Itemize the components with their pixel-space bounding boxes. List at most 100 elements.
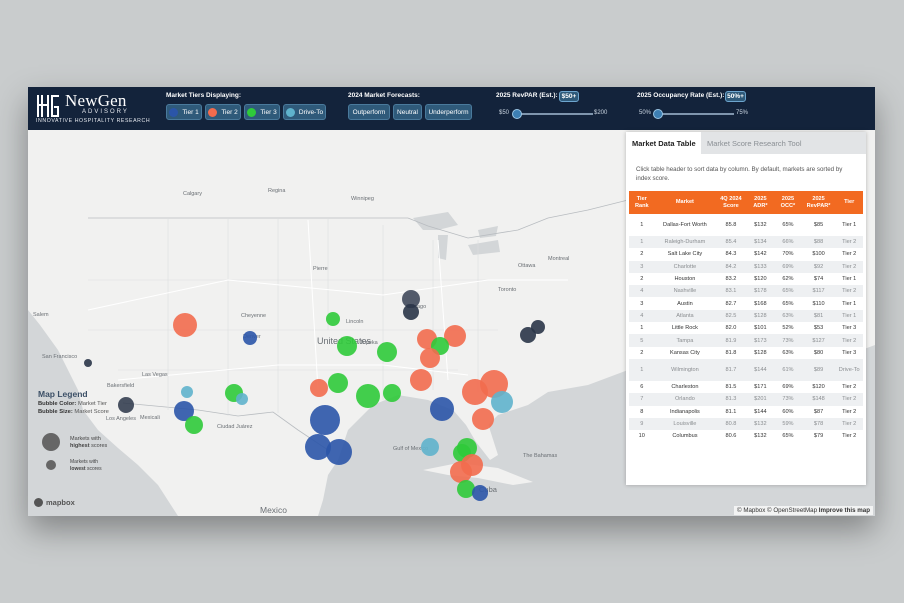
- col-tier[interactable]: Tier: [835, 191, 863, 214]
- bubble-santa-fe[interactable]: [236, 393, 248, 405]
- revpar-slider-track[interactable]: [516, 113, 593, 115]
- underperform-button[interactable]: Underperform: [425, 104, 472, 120]
- bubble-atlanta[interactable]: [430, 397, 454, 421]
- cell-tier: Tier 2: [842, 251, 857, 258]
- tier-3-dot: [247, 107, 257, 117]
- col-tier-rank[interactable]: Tier Rank: [629, 191, 655, 214]
- bubble-gulf-shores[interactable]: [421, 438, 439, 456]
- forecast-label: 2024 Market Forecasts:: [348, 92, 420, 99]
- bubble-austin[interactable]: [305, 434, 331, 460]
- bubble-raleigh-durham[interactable]: [480, 370, 508, 398]
- bubble-drive-to-west[interactable]: [181, 386, 193, 398]
- table-row[interactable]: 2 Salt Lake City 84.3 $142 70% $100 Tier 2: [629, 248, 863, 260]
- bubble-fort-myers[interactable]: [457, 480, 475, 498]
- bubble-jackson[interactable]: [383, 384, 401, 402]
- bubble-miami[interactable]: [472, 485, 488, 501]
- outperform-button[interactable]: Outperform: [348, 104, 390, 120]
- bubble-houston[interactable]: [326, 439, 352, 465]
- bubble-tulsa[interactable]: [328, 373, 348, 393]
- data-panel: Market Data Table Market Score Research …: [626, 132, 866, 485]
- cell-revpar: $88: [801, 236, 836, 249]
- us-canada-border: [88, 199, 629, 239]
- legend-high-text: Markets with highest scores: [70, 436, 107, 450]
- bubble-omaha[interactable]: [326, 312, 340, 326]
- col-revpar[interactable]: 2025 RevPAR*: [801, 191, 836, 214]
- improve-map-link[interactable]: Improve this map: [818, 507, 870, 514]
- table-row[interactable]: 6 Charleston 81.5 $171 69% $120 Tier 2: [629, 381, 863, 393]
- table-row[interactable]: 2 Kansas City 81.8 $128 63% $80 Tier 3: [629, 347, 863, 359]
- attribution-text[interactable]: © Mapbox © OpenStreetMap: [737, 507, 818, 514]
- cell-market: Nashville: [654, 285, 716, 298]
- market-bubbles[interactable]: [84, 290, 545, 501]
- cell-market: Columbus: [672, 433, 698, 440]
- table-row[interactable]: 5 Tampa 81.9 $173 73% $127 Tier 2: [629, 334, 863, 347]
- cell-occ: 65%: [774, 285, 802, 298]
- tier-1-button[interactable]: Tier 1: [166, 104, 202, 120]
- bubble-nashville[interactable]: [410, 369, 432, 391]
- tier-2-button[interactable]: Tier 2: [205, 104, 241, 120]
- cell-market: Indianapolis: [669, 408, 700, 415]
- bubble-denver[interactable]: [243, 331, 257, 345]
- bubble-little-rock[interactable]: [356, 384, 380, 408]
- table-row[interactable]: 3 Austin 82.7 $168 65% $110 Tier 1: [629, 297, 863, 309]
- bubble-salt-lake-city[interactable]: [173, 313, 197, 337]
- label-cuba: Cuba: [479, 485, 498, 494]
- cell-adr: $128: [754, 349, 767, 356]
- bubble-tampa[interactable]: [450, 461, 472, 483]
- bubble-st-louis[interactable]: [377, 342, 397, 362]
- occupancy-slider-handle[interactable]: [653, 109, 663, 119]
- col-market[interactable]: Market: [654, 191, 716, 214]
- table-row[interactable]: 4 Atlanta 82.5 $128 63% $81 Tier 1: [629, 309, 863, 323]
- cell-revpar: $148: [801, 393, 836, 406]
- occupancy-slider-track[interactable]: [657, 113, 734, 115]
- table-row[interactable]: 1 Dallas-Fort Worth 85.8 $132 65% $85 Tier 1: [629, 214, 863, 236]
- cell-tier: Tier 1: [835, 309, 863, 323]
- tab-market-data-table[interactable]: Market Data Table: [626, 132, 701, 154]
- cell-tier: Tier 1: [842, 300, 857, 307]
- table-row[interactable]: 10 Columbus 80.6 $132 65% $79 Tier 2: [629, 430, 863, 442]
- bubble-dallas-fort-worth[interactable]: [310, 405, 340, 435]
- table-row[interactable]: 2 Houston 83.2 $120 62% $74 Tier 1: [629, 273, 863, 285]
- bubble-charleston[interactable]: [472, 408, 494, 430]
- table-row[interactable]: 1 Little Rock 82.0 $101 52% $53 Tier 3: [629, 322, 863, 334]
- bubble-los-angeles[interactable]: [118, 397, 134, 413]
- cell-score: 84.3: [725, 251, 737, 258]
- bubble-columbus[interactable]: [444, 325, 466, 347]
- tier-3-button[interactable]: Tier 3: [244, 104, 280, 120]
- cell-market: Dallas-Fort Worth: [663, 222, 707, 228]
- neutral-button[interactable]: Neutral: [393, 104, 422, 120]
- brand-tagline: INNOVATIVE HOSPITALITY RESEARCH: [36, 118, 151, 124]
- col-score[interactable]: 4Q 2024 Score: [715, 191, 747, 214]
- table-row[interactable]: 4 Nashville 83.1 $178 65% $117 Tier 2: [629, 285, 863, 298]
- drive-to-button[interactable]: Drive-To: [283, 104, 326, 120]
- label-topeka: Topeka: [360, 340, 379, 346]
- table-row[interactable]: 7 Orlando 81.3 $201 73% $148 Tier 2: [629, 393, 863, 406]
- table-row[interactable]: 1 Wilmington 81.7 $144 61% $89 Drive-To: [629, 358, 863, 381]
- mapbox-logo[interactable]: mapbox: [34, 498, 75, 507]
- cell-score: 82.7: [725, 300, 737, 307]
- bubble-oklahoma-city[interactable]: [310, 379, 328, 397]
- bubble-chicago[interactable]: [403, 304, 419, 320]
- col-adr[interactable]: 2025 ADR*: [746, 191, 775, 214]
- bubble-kansas-city[interactable]: [337, 336, 357, 356]
- cell-tier: Tier 2: [842, 433, 857, 440]
- occupancy-max-label: 75%: [736, 110, 749, 116]
- bubble-san-francisco[interactable]: [84, 359, 92, 367]
- table-row[interactable]: 3 Charlotte 84.2 $133 69% $92 Tier 2: [629, 260, 863, 273]
- bubble-tucson[interactable]: [185, 416, 203, 434]
- cell-rank: 6: [640, 384, 644, 391]
- bubble-wilmington[interactable]: [491, 391, 513, 413]
- table-row[interactable]: 1 Raleigh-Durham 85.4 $134 66% $88 Tier 2: [629, 236, 863, 249]
- revpar-slider-handle[interactable]: [512, 109, 522, 119]
- table-row[interactable]: 8 Indianapolis 81.1 $144 60% $87 Tier 2: [629, 406, 863, 418]
- bubble-louisville[interactable]: [420, 348, 440, 368]
- tab-market-score-research-tool[interactable]: Market Score Research Tool: [701, 132, 866, 154]
- col-occ[interactable]: 2025 OCC*: [774, 191, 802, 214]
- bubble-philadelphia[interactable]: [520, 327, 536, 343]
- bubble-phoenix[interactable]: [174, 401, 194, 421]
- tier-2-label: Tier 2: [221, 108, 238, 116]
- label-juarez: Ciudad Juárez: [217, 424, 253, 430]
- table-row[interactable]: 9 Louisville 80.8 $132 59% $78 Tier 2: [629, 417, 863, 431]
- bubble-milwaukee[interactable]: [402, 290, 420, 308]
- cell-revpar: $78: [801, 417, 836, 431]
